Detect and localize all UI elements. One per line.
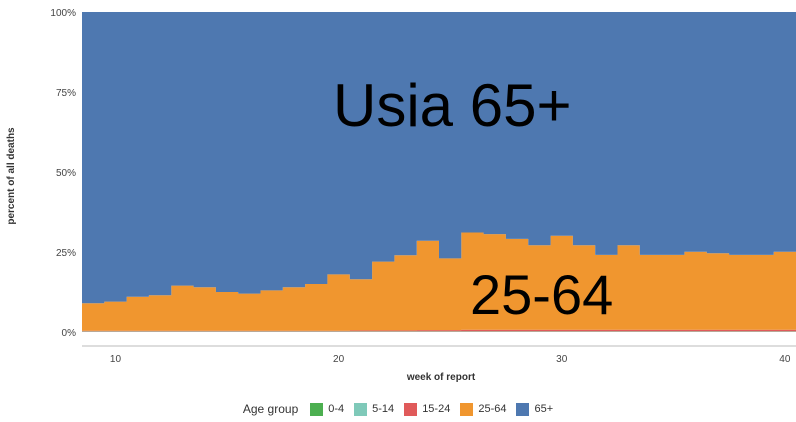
x-tick-label: 10 xyxy=(110,354,122,365)
legend-label: 25-64 xyxy=(478,403,507,415)
legend-item: 15-24 xyxy=(404,402,451,416)
legend-swatch xyxy=(460,402,474,416)
legend-label: 65+ xyxy=(534,403,554,415)
legend-swatch xyxy=(310,402,324,416)
legend-item: 65+ xyxy=(516,402,554,416)
annotation-65plus: Usia 65+ xyxy=(333,72,571,139)
y-axis-title: percent of all deaths xyxy=(6,127,17,225)
legend-swatch xyxy=(404,402,418,416)
legend-item: 5-14 xyxy=(354,402,395,416)
legend-label: 0-4 xyxy=(328,403,345,415)
legend-title: Age group xyxy=(242,402,299,416)
legend: Age group 0-4 5-14 15-24 25-64 65+ xyxy=(0,398,796,420)
y-tick-label: 25% xyxy=(56,248,76,259)
y-axis-ticks: 0% 25% 50% 75% 100% xyxy=(50,8,76,339)
x-axis-ticks: 10 20 30 40 xyxy=(110,354,791,365)
annotation-25-64: 25-64 xyxy=(470,263,613,326)
area-band-15-24 xyxy=(82,329,796,332)
x-tick-label: 30 xyxy=(556,354,568,365)
legend-swatch xyxy=(516,402,530,416)
legend-swatch xyxy=(354,402,368,416)
x-axis-title: week of report xyxy=(406,372,476,383)
y-tick-label: 100% xyxy=(50,8,76,19)
legend-label: 5-14 xyxy=(372,403,395,415)
x-tick-label: 20 xyxy=(333,354,345,365)
area-bands xyxy=(82,12,796,332)
area-band-65plus xyxy=(82,12,796,304)
area-band-25-64 xyxy=(82,232,796,331)
legend-item: 25-64 xyxy=(460,402,507,416)
stacked-area-chart: 0% 25% 50% 75% 100% 10 20 30 40 percent of all … xyxy=(6,8,796,383)
x-tick-label: 40 xyxy=(779,354,791,365)
legend-item: 0-4 xyxy=(310,402,345,416)
y-tick-label: 50% xyxy=(56,168,76,179)
y-tick-label: 75% xyxy=(56,88,76,99)
legend-label: 15-24 xyxy=(422,403,451,415)
y-tick-label: 0% xyxy=(62,328,77,339)
